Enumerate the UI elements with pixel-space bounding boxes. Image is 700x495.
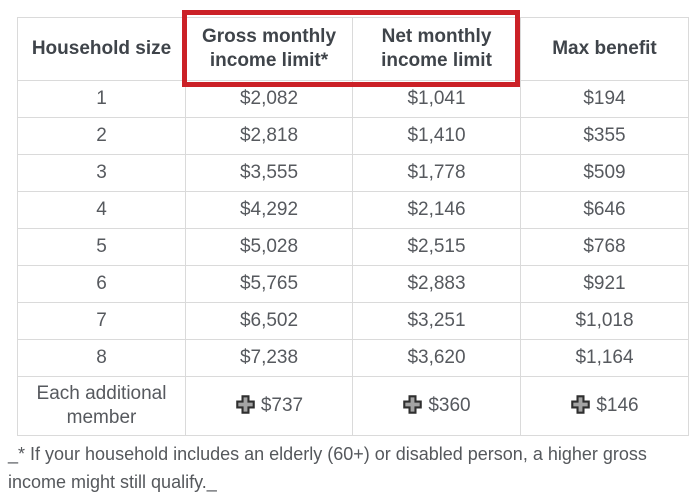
cell-value: $2,818 xyxy=(239,125,299,146)
cell-value: $3,620 xyxy=(407,347,466,368)
cell-value: 1 xyxy=(96,88,107,109)
gross-income-cell: $737 xyxy=(185,376,353,436)
table-row: 8 $7,238 $3,620 $1,164 xyxy=(17,339,689,377)
cell-value: $1,041 xyxy=(407,88,466,109)
household-size-cell: 6 xyxy=(17,265,186,303)
max-benefit-cell: $646 xyxy=(520,191,689,229)
max-benefit-cell: $194 xyxy=(520,80,689,118)
cell-value: $194 xyxy=(583,88,626,109)
net-income-cell: $1,041 xyxy=(352,80,521,118)
cell-value: $360 xyxy=(428,395,471,416)
table-row: 2 $2,818 $1,410 $355 xyxy=(17,117,689,155)
household-size-cell: 5 xyxy=(17,228,186,266)
cell-value: $509 xyxy=(583,162,626,183)
table-row: 4 $4,292 $2,146 $646 xyxy=(17,191,689,229)
table-row: 6 $5,765 $2,883 $921 xyxy=(17,265,689,303)
table-row: Each additional member $737 $360 $146 xyxy=(17,376,689,436)
cell-value: $2,515 xyxy=(407,236,466,257)
cell-value: 8 xyxy=(96,347,107,368)
household-size-cell: 4 xyxy=(17,191,186,229)
cell-value: 6 xyxy=(96,273,107,294)
cell-value: $1,778 xyxy=(407,162,466,183)
household-size-cell: 7 xyxy=(17,302,186,340)
net-income-cell: $1,778 xyxy=(352,154,521,192)
net-income-cell: $2,515 xyxy=(352,228,521,266)
col-header-household-size: Household size xyxy=(17,17,186,81)
header-row: Household size Gross monthly income limi… xyxy=(17,17,689,81)
cell-value: $3,555 xyxy=(239,162,299,183)
household-size-cell: Each additional member xyxy=(17,376,186,436)
cell-value: $5,765 xyxy=(239,273,299,294)
plus-icon xyxy=(571,395,591,414)
max-benefit-cell: $1,018 xyxy=(520,302,689,340)
cell-value: 7 xyxy=(96,310,107,331)
household-size-cell: 1 xyxy=(17,80,186,118)
table-body: 1 $2,082 $1,041 $194 2 $2,818 $1,410 $355 3 $3,55… xyxy=(17,80,689,436)
col-header-gross-monthly-income-limit: Gross monthly income limit* xyxy=(185,17,353,81)
col-header-net-monthly-income-limit: Net monthly income limit xyxy=(352,17,521,81)
household-size-cell: 8 xyxy=(17,339,186,377)
gross-income-cell: $7,238 xyxy=(185,339,353,377)
max-benefit-cell: $768 xyxy=(520,228,689,266)
cell-value: 3 xyxy=(96,162,107,183)
gross-income-cell: $2,818 xyxy=(185,117,353,155)
cell-value: $355 xyxy=(583,125,626,146)
plus-icon xyxy=(403,395,423,414)
net-income-cell: $2,146 xyxy=(352,191,521,229)
col-header-max-benefit: Max benefit xyxy=(520,17,689,81)
footnote: _* If your household includes an elderly… xyxy=(8,444,647,492)
cell-value: $3,251 xyxy=(407,310,466,331)
gross-income-cell: $3,555 xyxy=(185,154,353,192)
net-income-cell: $3,620 xyxy=(352,339,521,377)
table-row: 5 $5,028 $2,515 $768 xyxy=(17,228,689,266)
household-size-cell: 3 xyxy=(17,154,186,192)
cell-value: $4,292 xyxy=(239,199,299,220)
cell-value: $146 xyxy=(596,395,639,416)
cell-value: $921 xyxy=(583,273,626,294)
cell-value: $6,502 xyxy=(239,310,299,331)
max-benefit-cell: $1,164 xyxy=(520,339,689,377)
gross-income-cell: $4,292 xyxy=(185,191,353,229)
cell-value: $2,082 xyxy=(239,88,299,109)
gross-income-cell: $5,028 xyxy=(185,228,353,266)
net-income-cell: $360 xyxy=(352,376,521,436)
cell-value: $2,883 xyxy=(407,273,466,294)
cell-value: $1,410 xyxy=(407,125,466,146)
max-benefit-cell: $355 xyxy=(520,117,689,155)
table-row: 3 $3,555 $1,778 $509 xyxy=(17,154,689,192)
gross-income-cell: $2,082 xyxy=(185,80,353,118)
net-income-cell: $3,251 xyxy=(352,302,521,340)
cell-value: $1,164 xyxy=(575,347,634,368)
gross-income-cell: $6,502 xyxy=(185,302,353,340)
net-income-cell: $2,883 xyxy=(352,265,521,303)
cell-value: $2,146 xyxy=(407,199,466,220)
cell-value: 5 xyxy=(96,236,107,257)
cell-value: $646 xyxy=(583,199,626,220)
cell-value: $768 xyxy=(583,236,626,257)
cell-value: Each additional member xyxy=(36,383,167,428)
table-row: 1 $2,082 $1,041 $194 xyxy=(17,80,689,118)
cell-value: $5,028 xyxy=(239,236,299,257)
cell-value: $737 xyxy=(260,395,304,416)
max-benefit-cell: $509 xyxy=(520,154,689,192)
cell-value: $1,018 xyxy=(575,310,634,331)
cell-value: 4 xyxy=(96,199,107,220)
plus-icon xyxy=(236,395,255,414)
max-benefit-cell: $921 xyxy=(520,265,689,303)
household-size-cell: 2 xyxy=(17,117,186,155)
gross-income-cell: $5,765 xyxy=(185,265,353,303)
cell-value: $7,238 xyxy=(239,347,299,368)
cell-value: 2 xyxy=(96,125,107,146)
net-income-cell: $1,410 xyxy=(352,117,521,155)
table-row: 7 $6,502 $3,251 $1,018 xyxy=(17,302,689,340)
benefits-table: Household size Gross monthly income limi… xyxy=(17,17,689,436)
max-benefit-cell: $146 xyxy=(520,376,689,436)
